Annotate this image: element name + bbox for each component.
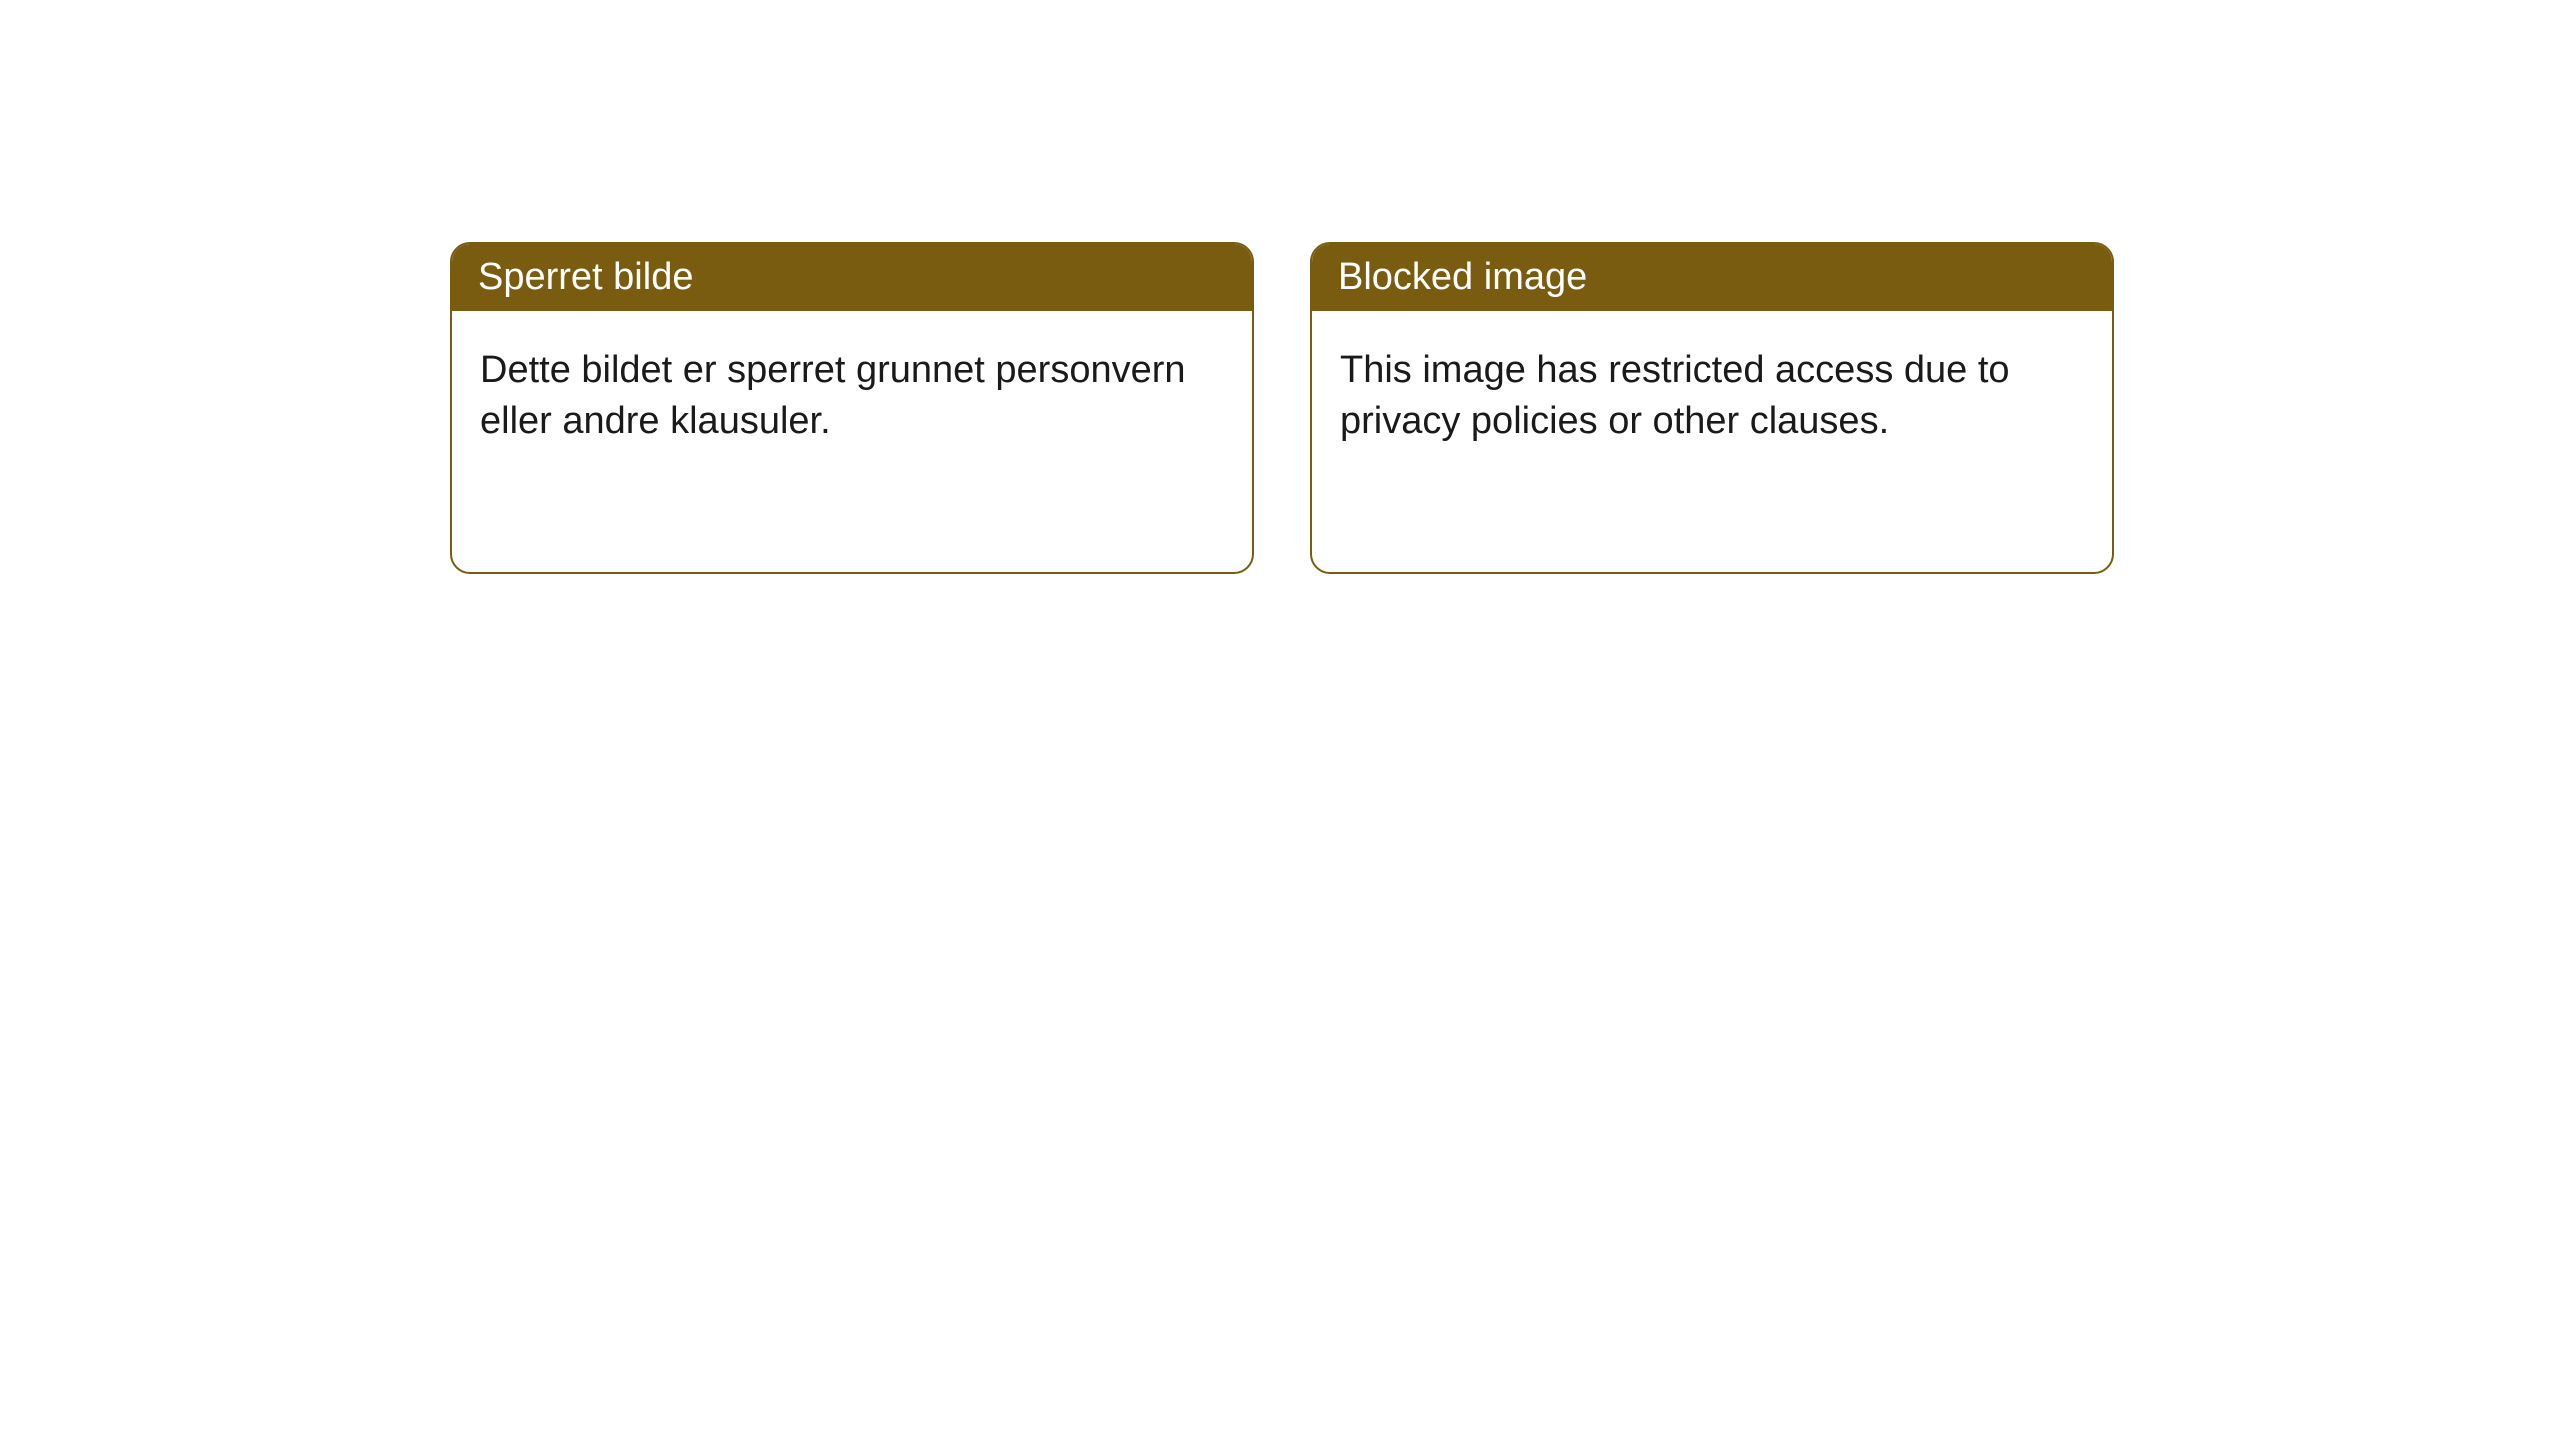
notice-card-title: Blocked image — [1312, 244, 2112, 311]
notice-card-body: Dette bildet er sperret grunnet personve… — [452, 311, 1252, 482]
notice-cards-row: Sperret bilde Dette bildet er sperret gr… — [0, 0, 2560, 574]
notice-card-body: This image has restricted access due to … — [1312, 311, 2112, 482]
notice-card-norwegian: Sperret bilde Dette bildet er sperret gr… — [450, 242, 1254, 574]
notice-card-english: Blocked image This image has restricted … — [1310, 242, 2114, 574]
notice-card-title: Sperret bilde — [452, 244, 1252, 311]
